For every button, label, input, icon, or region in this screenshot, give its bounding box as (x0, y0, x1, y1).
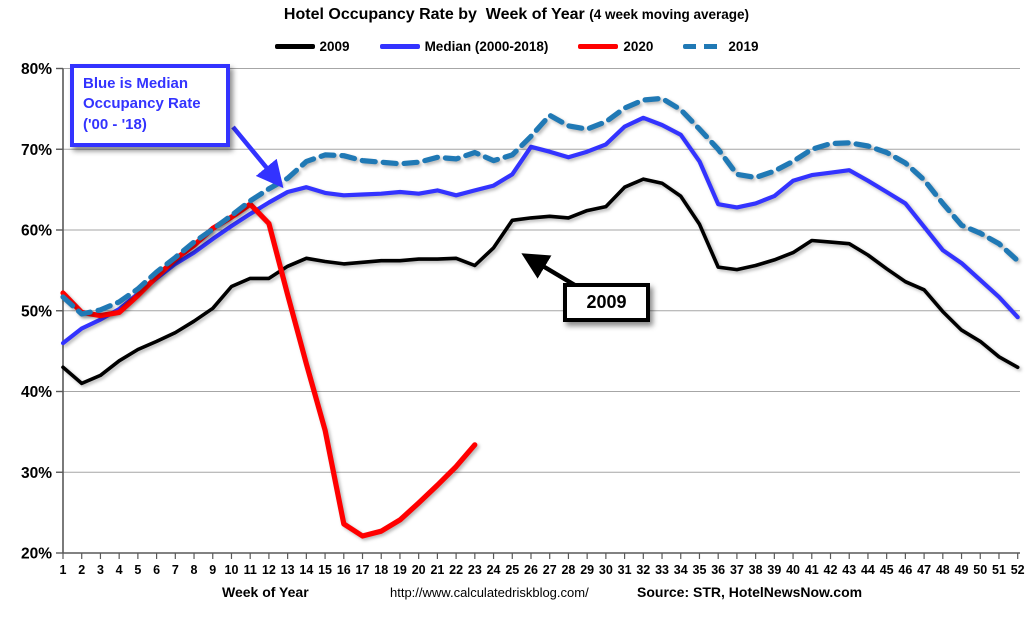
legend-label-2020: 2020 (623, 39, 654, 54)
median-annotation-arrow (231, 125, 284, 189)
x-tick-label: 6 (153, 563, 160, 577)
series-lines (60, 95, 1021, 539)
x-tick-label: 25 (505, 563, 519, 577)
legend-swatch-2019 (683, 44, 724, 49)
chart-title-note: (4 week moving average) (589, 7, 750, 22)
x-tick-label: 14 (299, 563, 313, 577)
legend: 2009 Median (2000-2018) 2020 2019 (0, 39, 1033, 54)
y-tick-label: 20% (21, 546, 52, 563)
x-tick-label: 31 (618, 563, 632, 577)
x-tick-label: 43 (842, 563, 856, 577)
y-tick-label: 70% (21, 142, 52, 159)
legend-item-2009: 2009 (274, 39, 350, 54)
x-tick-label: 40 (786, 563, 800, 577)
x-tick-label: 38 (749, 563, 763, 577)
x-tick-label: 20 (412, 563, 426, 577)
x-tick-label: 27 (543, 563, 557, 577)
x-tick-label: 10 (225, 563, 239, 577)
x-tick-label: 50 (973, 563, 987, 577)
x-tick-label: 4 (116, 563, 123, 577)
x-tick-label: 26 (524, 563, 538, 577)
annotation-2009-arrow (521, 253, 580, 289)
x-tick-label: 48 (936, 563, 950, 577)
x-tick-label: 33 (655, 563, 669, 577)
x-tick-label: 29 (580, 563, 594, 577)
x-tick-label: 15 (318, 563, 332, 577)
x-tick-label: 35 (693, 563, 707, 577)
x-tick-label: 23 (468, 563, 482, 577)
series-line-2020 (60, 201, 478, 539)
legend-label-2019: 2019 (728, 39, 759, 54)
x-tick-label: 19 (393, 563, 407, 577)
x-tick-label: 28 (561, 563, 575, 577)
x-tick-label: 37 (730, 563, 744, 577)
y-tick-label: 30% (21, 465, 52, 482)
x-tick-label: 52 (1011, 563, 1025, 577)
x-tick-label: 39 (767, 563, 781, 577)
series-line-2009 (61, 177, 1020, 386)
tick-labels: 20%30%40%50%60%70%80%1 2 3 4 5 6 7 8 9 10 11 12 13 14… (21, 61, 1025, 577)
y-tick-label: 40% (21, 384, 52, 401)
chart-title: Hotel Occupancy Rate by Week of Year (4 … (0, 6, 1033, 24)
x-tick-label: 13 (281, 563, 295, 577)
legend-swatch-median (379, 44, 420, 49)
series-line-median-2000-2018- (60, 115, 1020, 346)
x-tick-label: 9 (209, 563, 216, 577)
legend-item-2020: 2020 (578, 39, 653, 54)
x-tick-label: 32 (636, 563, 650, 577)
x-axis-title: Week of Year (222, 584, 309, 600)
source-credit: Source: STR, HotelNewsNow.com (637, 584, 863, 600)
x-tick-label: 41 (805, 563, 819, 577)
x-tick-label: 18 (374, 563, 388, 577)
x-tick-label: 3 (97, 563, 104, 577)
x-tick-label: 5 (134, 563, 141, 577)
site-url: http://www.calculatedriskblog.com/ (390, 585, 589, 600)
y-tick-label: 50% (21, 303, 52, 320)
legend-label-median: Median (2000-2018) (424, 39, 549, 54)
y-tick-label: 80% (21, 61, 52, 78)
y-tick-label: 60% (21, 223, 52, 240)
x-tick-label: 47 (917, 563, 931, 577)
axes (56, 67, 1019, 559)
x-tick-label: 12 (262, 563, 276, 577)
chart-title-main: Hotel Occupancy Rate by Week of Year (283, 6, 590, 23)
median-annotation-box: Blue is Median Occupancy Rate ('00 - '18… (70, 64, 230, 147)
legend-item-median: Median (2000-2018) (379, 39, 549, 54)
x-tick-label: 36 (711, 563, 725, 577)
series-line-2019 (60, 95, 1021, 317)
legend-label-2009: 2009 (319, 39, 350, 54)
x-tick-label: 7 (172, 563, 179, 577)
x-tick-label: 24 (487, 563, 501, 577)
x-tick-label: 34 (674, 563, 688, 577)
x-tick-label: 46 (898, 563, 912, 577)
x-tick-label: 16 (337, 563, 351, 577)
x-tick-label: 30 (599, 563, 613, 577)
x-tick-label: 1 (60, 563, 67, 577)
x-tick-label: 42 (824, 563, 838, 577)
legend-swatch-2009 (274, 44, 315, 49)
x-tick-label: 21 (430, 563, 444, 577)
x-tick-label: 45 (880, 563, 894, 577)
x-tick-label: 51 (992, 563, 1006, 577)
legend-swatch-2020 (578, 44, 619, 49)
x-tick-label: 8 (191, 563, 198, 577)
x-tick-label: 2 (78, 563, 85, 577)
x-tick-label: 22 (449, 563, 463, 577)
legend-item-2019: 2019 (683, 39, 758, 54)
x-tick-label: 49 (955, 563, 969, 577)
annotation-2009-box: 2009 (563, 283, 650, 322)
x-tick-label: 11 (244, 563, 257, 577)
x-tick-label: 17 (356, 563, 370, 577)
x-tick-label: 44 (861, 563, 875, 577)
